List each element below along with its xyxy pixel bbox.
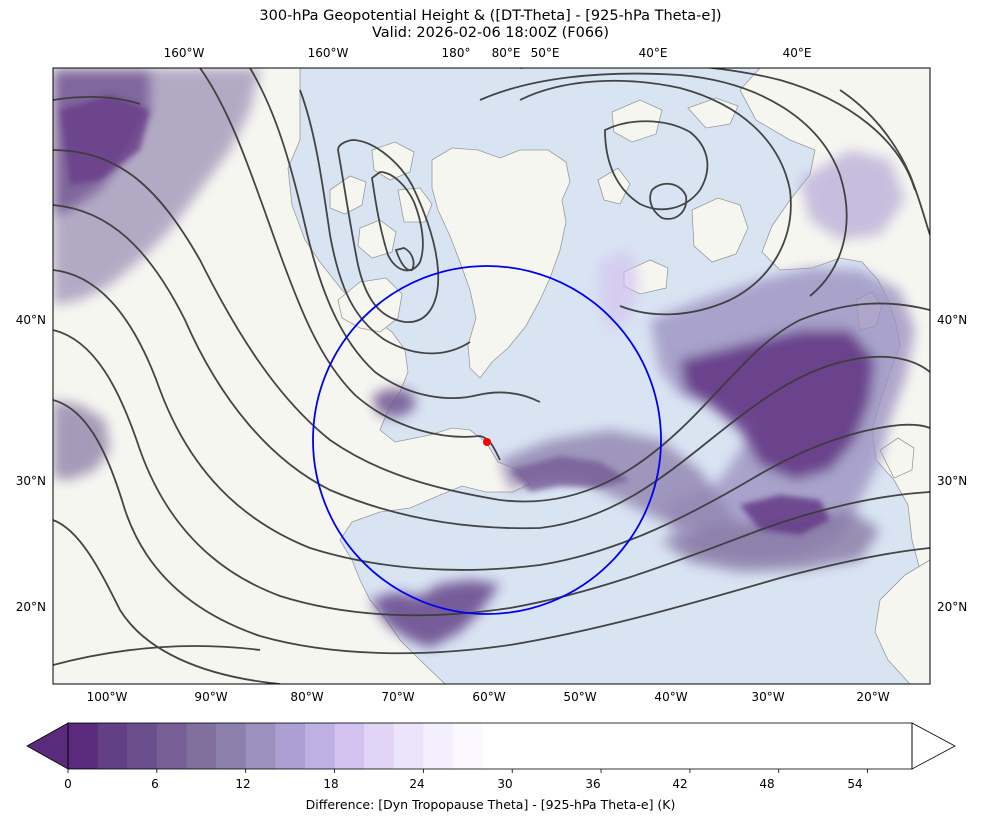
bottom-lon-label: 80°W xyxy=(290,690,324,704)
colorbar-tick-marks xyxy=(67,769,868,773)
colorbar-cell xyxy=(423,723,454,769)
colorbar-cell xyxy=(216,723,247,769)
colorbar-tick-label: 24 xyxy=(409,777,425,791)
colorbar-cell xyxy=(452,723,484,769)
height-contour xyxy=(199,68,501,461)
right-lat-label: 20°N xyxy=(937,600,968,614)
colorbar-under-triangle xyxy=(26,722,69,770)
colorbar xyxy=(26,722,956,773)
colorbar-cell xyxy=(334,723,365,769)
africa-bulge xyxy=(874,559,930,684)
shade-north-pacific xyxy=(60,95,150,185)
right-lat-label: 30°N xyxy=(937,474,968,488)
colorbar-tick-label: 12 xyxy=(235,777,251,791)
height-contour xyxy=(649,182,688,220)
chart-subtitle: Valid: 2026-02-06 18:00Z (F066) xyxy=(372,25,609,41)
height-contour xyxy=(394,247,415,272)
top-lon-label: 50°E xyxy=(530,46,560,60)
top-lon-label: 40°E xyxy=(782,46,812,60)
colorbar-cell xyxy=(186,723,217,769)
colorbar-cell xyxy=(482,723,913,769)
map-panel[interactable] xyxy=(53,63,930,684)
colorbar-cell xyxy=(97,723,128,769)
height-contour xyxy=(299,89,471,355)
left-lat-label: 40°N xyxy=(15,313,46,327)
colorbar-tick-label: 36 xyxy=(585,777,601,791)
colorbar-cell xyxy=(127,723,158,769)
height-contour xyxy=(604,120,709,211)
colorbar-tick-label: 54 xyxy=(847,777,863,791)
height-contour xyxy=(249,68,541,403)
colorbar-over-triangle xyxy=(911,722,956,770)
chart-title: 300-hPa Geopotential Height & ([DT-Theta… xyxy=(259,8,722,24)
height-contour xyxy=(53,645,261,666)
right-lat-label: 40°N xyxy=(937,313,968,327)
colorbar-cells xyxy=(68,723,913,769)
colorbar-label: Difference: [Dyn Tropopause Theta] - [92… xyxy=(305,797,676,812)
bottom-lon-label: 30°W xyxy=(751,690,785,704)
bottom-lon-label: 40°W xyxy=(654,690,688,704)
colorbar-tick-label: 6 xyxy=(151,777,159,791)
height-contour xyxy=(53,519,281,684)
height-contour xyxy=(520,68,916,191)
height-contour xyxy=(53,269,930,571)
height-contour xyxy=(53,399,930,655)
colorbar-cell xyxy=(364,723,395,769)
height-contour xyxy=(371,171,424,272)
red-point-marker[interactable] xyxy=(483,438,491,446)
shade-hudson xyxy=(372,388,416,418)
height-contour xyxy=(519,79,792,316)
iberia xyxy=(879,437,915,479)
baffin-island xyxy=(337,277,403,333)
top-lon-label: 40°E xyxy=(638,46,668,60)
bottom-lon-label: 50°W xyxy=(563,690,597,704)
difference-shading xyxy=(53,68,915,648)
colorbar-tick-label: 30 xyxy=(497,777,513,791)
bottom-lon-label: 20°W xyxy=(856,690,890,704)
left-lat-label: 20°N xyxy=(15,600,46,614)
colorbar-cell xyxy=(245,723,276,769)
arctic-island-1 xyxy=(329,175,367,215)
blue-circle-ring xyxy=(312,265,662,615)
shade-eurasia-patch xyxy=(740,495,830,535)
novaya-zemlya xyxy=(597,167,631,205)
colorbar-cell xyxy=(304,723,336,769)
colorbar-cell xyxy=(393,723,424,769)
top-lon-label: 160°W xyxy=(307,46,349,60)
left-lat-label: 30°N xyxy=(15,474,46,488)
scandinavia xyxy=(691,197,749,263)
height-contour xyxy=(479,72,848,297)
colorbar-tick-label: 18 xyxy=(323,777,339,791)
shade-atlantic-core xyxy=(510,456,630,492)
shade-lower-band xyxy=(660,510,880,572)
height-contour xyxy=(53,329,930,617)
top-lon-label: 180° xyxy=(441,46,471,60)
colorbar-cell xyxy=(68,723,99,769)
colorbar-cell xyxy=(156,723,188,769)
height-contour xyxy=(839,89,930,236)
bottom-lon-label: 90°W xyxy=(194,690,228,704)
shade-scandinavia xyxy=(800,150,905,240)
bottom-lon-label: 100°W xyxy=(86,690,128,704)
height-contour xyxy=(337,139,440,323)
height-contours xyxy=(53,68,930,684)
height-contour xyxy=(53,96,141,105)
height-contour xyxy=(53,204,930,530)
colorbar-cell xyxy=(275,723,306,769)
colorbar-frame xyxy=(67,722,913,770)
bottom-lon-label: 60°W xyxy=(472,690,506,704)
colorbar-tick-label: 48 xyxy=(759,777,775,791)
map-frame xyxy=(52,67,931,685)
colorbar-tick-label: 0 xyxy=(64,777,72,791)
shade-mexico xyxy=(53,400,110,480)
height-contour xyxy=(53,149,930,503)
colorbar-tick-label: 42 xyxy=(672,777,688,791)
top-lon-label: 160°W xyxy=(163,46,205,60)
bottom-lon-label: 70°W xyxy=(381,690,415,704)
greenland-landmass xyxy=(431,147,571,379)
top-lon-label: 80°E xyxy=(491,46,521,60)
shade-caribbean xyxy=(370,580,500,648)
